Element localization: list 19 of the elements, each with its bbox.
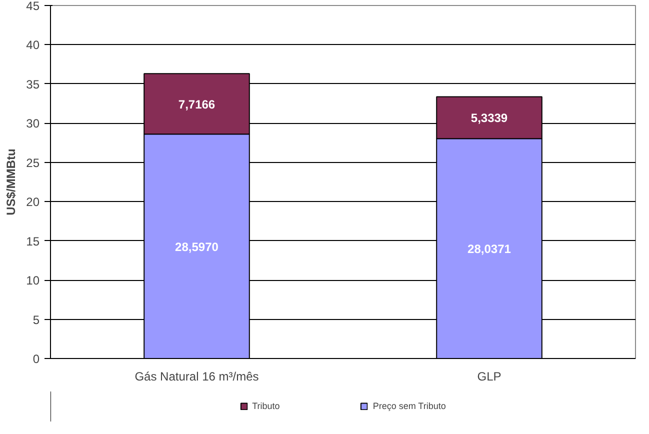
- data-label: 7,7166: [178, 97, 216, 112]
- y-tick-label: 35: [26, 77, 40, 92]
- y-tick-label: 30: [26, 116, 40, 131]
- y-tick-label: 25: [26, 156, 40, 170]
- x-tick-label: Gás Natural 16 m³/mês: [134, 370, 259, 384]
- y-tick-label: 20: [26, 195, 40, 210]
- y-tick-label: 5: [32, 312, 40, 327]
- x-tick-label: GLP: [477, 370, 502, 384]
- legend-label: Tributo: [252, 401, 280, 411]
- y-tick-label: 45: [26, 0, 40, 13]
- y-tick-label: 10: [26, 274, 40, 288]
- legend-label: Preço sem Tributo: [372, 401, 446, 411]
- y-axis-title: US$/MMBtu: [4, 148, 18, 216]
- y-tick-label: 40: [26, 38, 40, 52]
- y-tick-label: 15: [26, 234, 40, 248]
- data-label: 28,5970: [175, 240, 219, 254]
- data-label: 28,0371: [468, 242, 512, 256]
- y-tick-label: 0: [32, 352, 40, 366]
- data-label: 5,3339: [470, 111, 508, 126]
